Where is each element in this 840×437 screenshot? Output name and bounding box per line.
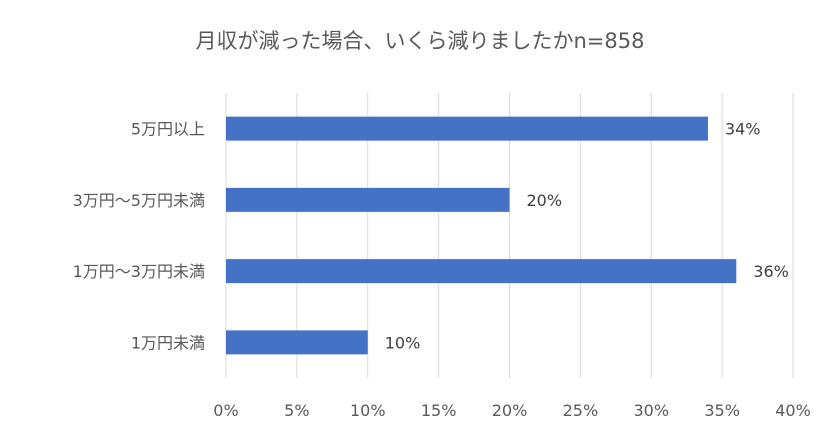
bar — [226, 259, 737, 284]
x-tick-label: 0% — [213, 401, 238, 420]
bar — [226, 116, 708, 141]
bar — [226, 187, 510, 212]
category-label: 3万円〜5万円未満 — [73, 191, 205, 210]
data-label: 20% — [527, 191, 563, 210]
x-tick-label: 30% — [633, 401, 669, 420]
x-axis-tick-labels: 0% 5% 10% 15% 20% 25% 30% 35% 40% — [213, 401, 810, 420]
chart-title: 月収が減った場合、いくら減りましたかn=858 — [196, 29, 645, 53]
x-tick-label: 10% — [350, 401, 386, 420]
x-tick-label: 25% — [563, 401, 599, 420]
category-label: 1万円未満 — [131, 333, 205, 352]
category-label: 5万円以上 — [131, 120, 205, 139]
data-label: 36% — [753, 262, 789, 281]
data-label: 10% — [385, 333, 421, 352]
x-tick-label: 35% — [704, 401, 740, 420]
category-label: 1万円〜3万円未満 — [73, 262, 205, 281]
bars: 34% 20% 36% 10% — [226, 116, 789, 355]
data-label: 34% — [725, 120, 761, 139]
category-labels: 5万円以上 3万円〜5万円未満 1万円〜3万円未満 1万円未満 — [73, 120, 205, 353]
x-tick-label: 40% — [775, 401, 811, 420]
x-tick-label: 20% — [492, 401, 528, 420]
bar — [226, 330, 368, 355]
x-tick-label: 5% — [284, 401, 309, 420]
x-tick-label: 15% — [421, 401, 457, 420]
